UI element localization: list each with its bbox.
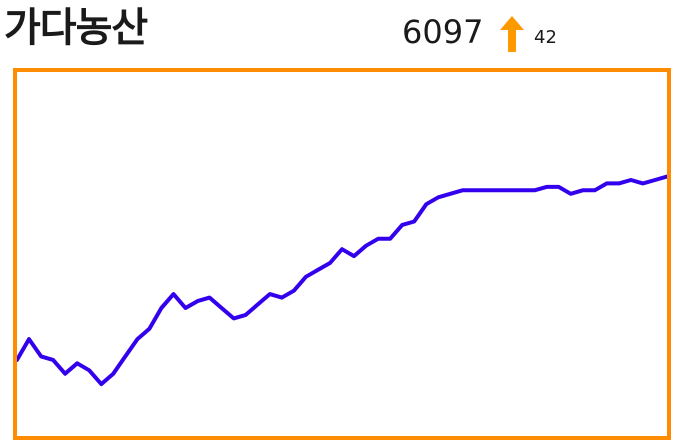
- price-series-line: [17, 174, 667, 387]
- price-change: 42: [534, 27, 557, 48]
- chart-frame: [13, 68, 671, 440]
- current-price: 6097: [402, 13, 484, 51]
- price-line-chart: [17, 174, 667, 387]
- up-arrow-icon: [500, 16, 524, 52]
- stock-name: 가다농산: [4, 5, 148, 51]
